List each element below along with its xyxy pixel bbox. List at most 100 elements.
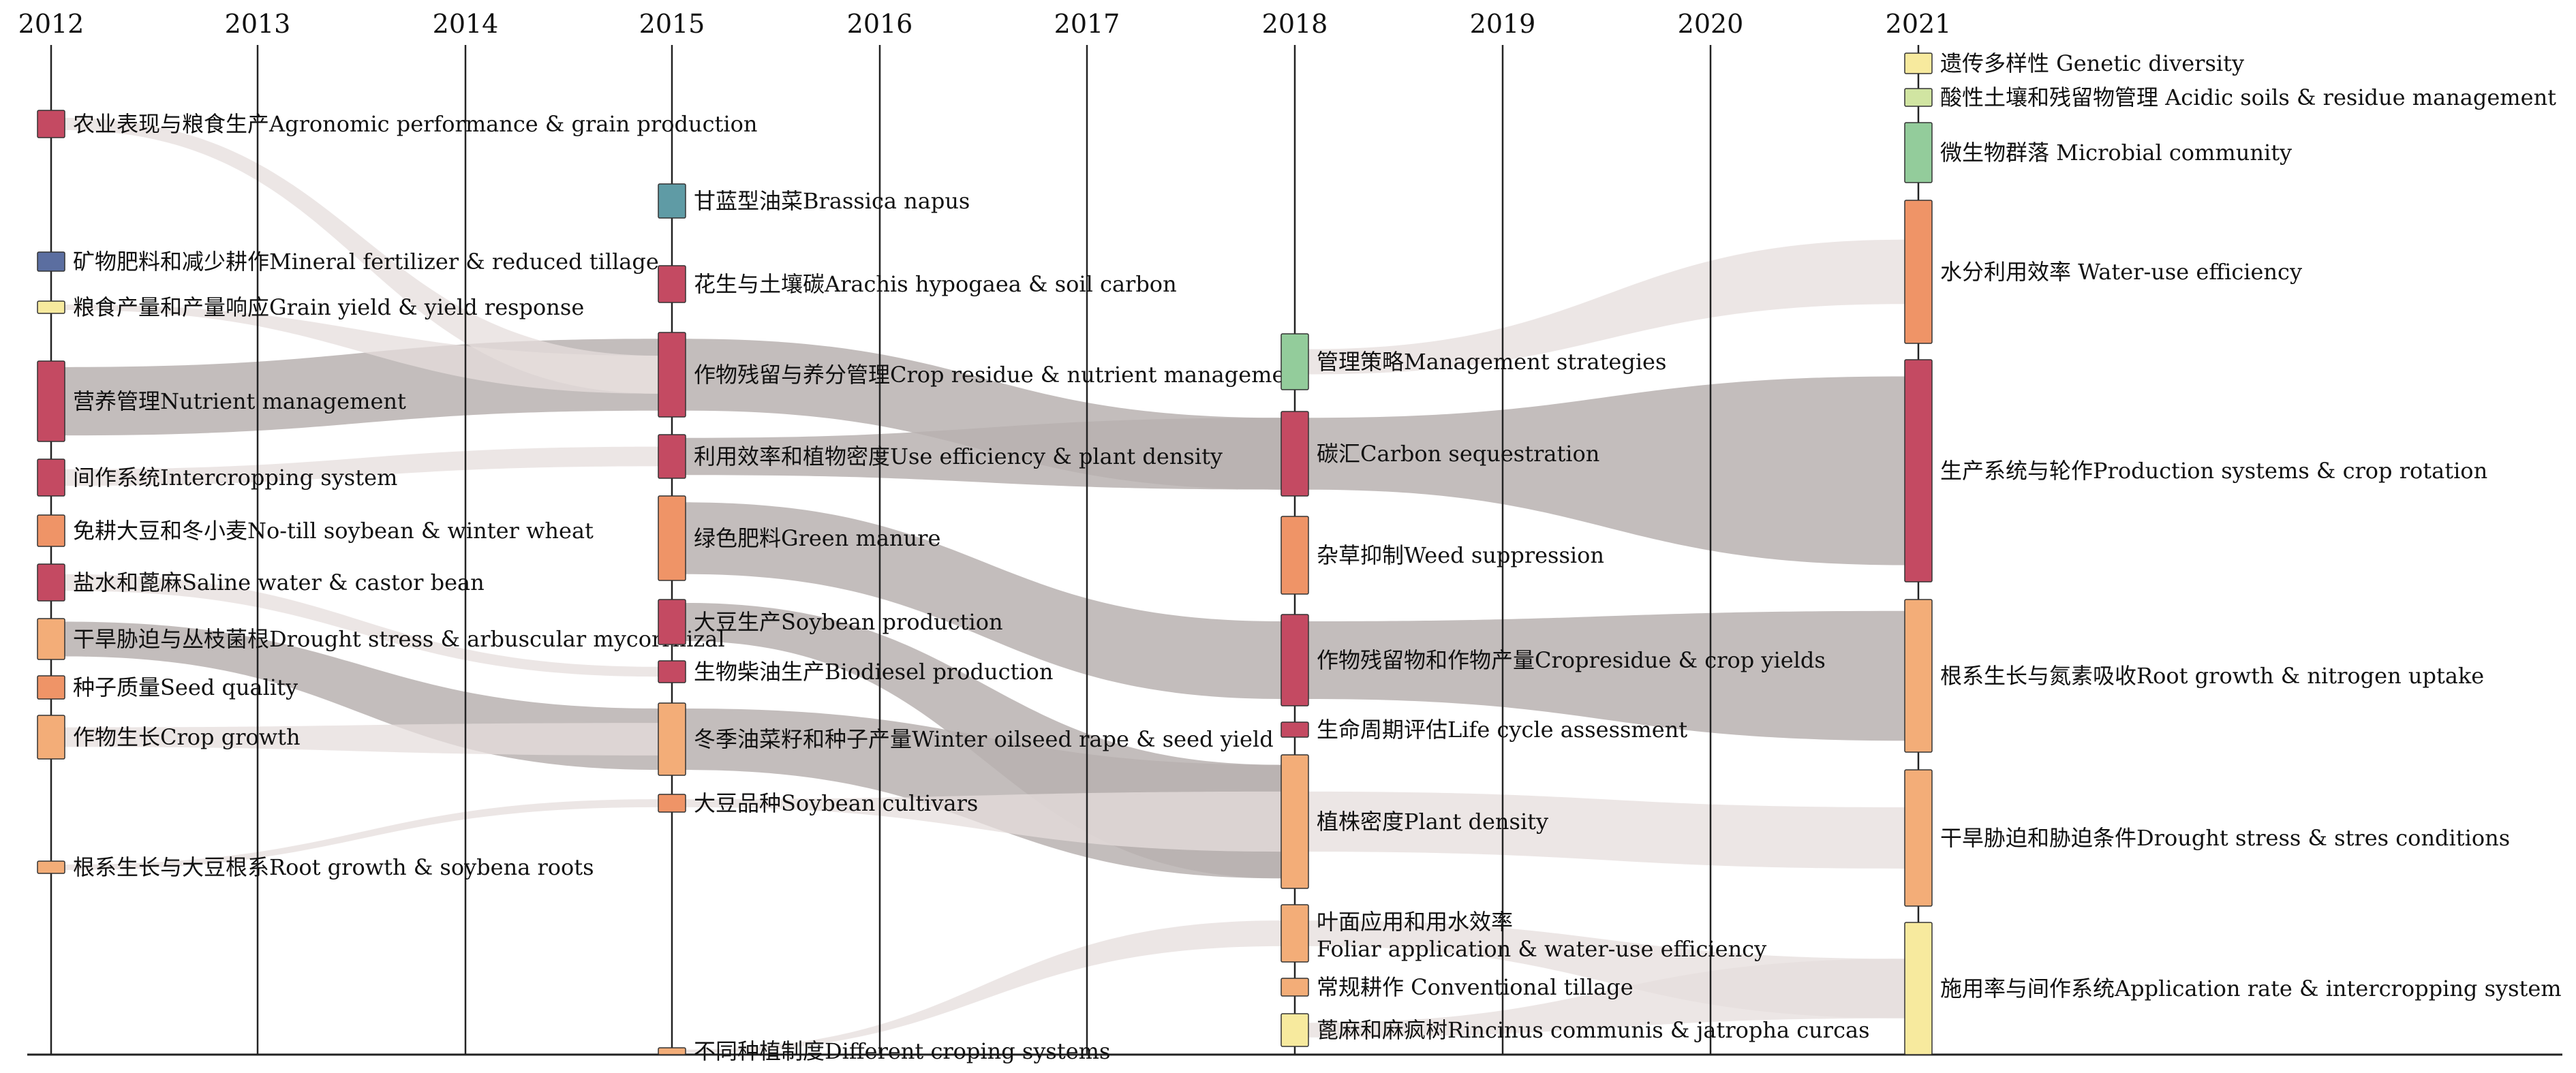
flow-agro-to-residue	[65, 118, 658, 394]
node-label-line2: Foliar application & water-use efficienc…	[1317, 936, 1766, 962]
year-label-2017: 2017	[1054, 9, 1120, 39]
node-label: 干旱胁迫与丛枝菌根Drought stress & arbuscular myc…	[73, 626, 725, 652]
node-2012-saline: 盐水和蓖麻Saline water & castor bean	[37, 563, 485, 602]
node-bar	[658, 265, 686, 303]
node-bar	[1281, 721, 1309, 738]
node-bar	[1904, 88, 1933, 107]
node-bar	[37, 715, 65, 760]
year-label-2016: 2016	[847, 9, 913, 39]
node-label: 农业表现与粮食生产Agronomic performance & grain p…	[73, 111, 757, 137]
year-label-2015: 2015	[639, 9, 705, 39]
node-2021-genetic: 遗传多样性 Genetic diversity	[1904, 50, 2244, 76]
node-2015-efficiency: 利用效率和植物密度Use efficiency & plant density	[658, 434, 1223, 479]
node-label: 作物生长Crop growth	[73, 724, 301, 750]
node-2015-biodiesel: 生物柴油生产Biodiesel production	[658, 659, 1053, 685]
node-label: 花生与土壤碳Arachis hypogaea & soil carbon	[694, 271, 1177, 297]
node-bar	[1904, 122, 1933, 183]
node-2015-arachis: 花生与土壤碳Arachis hypogaea & soil carbon	[658, 265, 1177, 303]
flow-cultivars-to-density	[686, 791, 1281, 852]
node-2012-seed: 种子质量Seed quality	[37, 674, 298, 700]
node-label: 盐水和蓖麻Saline water & castor bean	[73, 570, 485, 595]
node-2015-cropping: 不同种植制度Different croping systems	[658, 1038, 1110, 1064]
node-label: 蓖麻和麻疯树Rincinus communis & jatropha curca…	[1317, 1017, 1870, 1043]
node-bar	[1904, 52, 1933, 74]
node-label: 甘蓝型油菜Brassica napus	[694, 188, 970, 214]
node-bar	[1281, 978, 1309, 997]
year-label-2019: 2019	[1470, 9, 1536, 39]
node-2012-roots: 根系生长与大豆根系Root growth & soybena roots	[37, 854, 594, 880]
node-2012-cropgrowth: 作物生长Crop growth	[37, 715, 301, 760]
node-label: 水分利用效率 Water-use efficiency	[1940, 259, 2302, 285]
node-bar	[1281, 754, 1309, 889]
node-label: 矿物肥料和减少耕作Mineral fertilizer & reduced ti…	[73, 249, 659, 275]
node-bar	[658, 660, 686, 683]
node-label: 不同种植制度Different croping systems	[694, 1038, 1110, 1064]
node-bar	[37, 458, 65, 497]
year-label-2018: 2018	[1262, 9, 1328, 39]
node-2018-density: 植株密度Plant density	[1281, 754, 1548, 889]
node-label: 绿色肥料Green manure	[694, 525, 940, 551]
node-label: 大豆生产Soybean production	[694, 609, 1003, 635]
node-2015-soyprod: 大豆生产Soybean production	[658, 599, 1003, 645]
node-bar	[658, 332, 686, 418]
node-label: 作物残留物和作物产量Cropresidue & crop yields	[1317, 647, 1826, 673]
node-2012-notill: 免耕大豆和冬小麦No-till soybean & winter wheat	[37, 514, 594, 547]
nodes-layer: 农业表现与粮食生产Agronomic performance & grain p…	[37, 50, 2562, 1064]
node-2012-agro: 农业表现与粮食生产Agronomic performance & grain p…	[37, 110, 757, 138]
node-label: 植株密度Plant density	[1317, 809, 1548, 835]
node-label: 作物残留与养分管理Crop residue & nutrient managem…	[694, 362, 1308, 388]
node-bar	[1904, 599, 1933, 753]
node-2021-rootn: 根系生长与氮素吸收Root growth & nitrogen uptake	[1904, 599, 2484, 753]
flow-roots-to-cultivars	[65, 799, 658, 871]
node-2021-apprate: 施用率与间作系统Application rate & intercropping…	[1904, 922, 2562, 1055]
flow-mgmt-to-water	[1308, 239, 1905, 375]
node-2018-ricinus: 蓖麻和麻疯树Rincinus communis & jatropha curca…	[1281, 1013, 1870, 1047]
node-bar	[658, 702, 686, 776]
year-label-2021: 2021	[1886, 9, 1952, 39]
year-label-2020: 2020	[1678, 9, 1744, 39]
node-bar	[1281, 1013, 1309, 1047]
node-2015-oilseed: 冬季油菜籽和种子产量Winter oilseed rape & seed yie…	[658, 702, 1274, 776]
node-label: 营养管理Nutrient management	[73, 388, 406, 414]
flow-efficiency-to-carbon	[686, 418, 1281, 490]
node-label: 干旱胁迫和胁迫条件Drought stress & stres conditio…	[1940, 825, 2510, 851]
node-2018-conv: 常规耕作 Conventional tillage	[1281, 974, 1634, 1000]
node-bar	[37, 360, 65, 442]
flow-density-to-drought	[1308, 791, 1905, 869]
node-label: 酸性土壤和残留物管理 Acidic soils & residue manage…	[1940, 84, 2556, 110]
node-label: 生命周期评估Life cycle assessment	[1317, 717, 1687, 743]
node-label: 冬季油菜籽和种子产量Winter oilseed rape & seed yie…	[694, 726, 1274, 752]
flows-layer	[65, 118, 1905, 1053]
node-2012-grain: 粮食产量和产量响应Grain yield & yield response	[37, 294, 584, 320]
node-label: 遗传多样性 Genetic diversity	[1940, 50, 2244, 76]
node-label: 根系生长与大豆根系Root growth & soybena roots	[73, 854, 594, 880]
node-bar	[37, 251, 65, 272]
year-label-2012: 2012	[18, 9, 85, 39]
flow-cropping-to-foliar	[686, 920, 1281, 1053]
node-2012-drought: 干旱胁迫与丛枝菌根Drought stress & arbuscular myc…	[37, 618, 725, 660]
node-2021-drought: 干旱胁迫和胁迫条件Drought stress & stres conditio…	[1904, 769, 2510, 907]
node-2012-mineral: 矿物肥料和减少耕作Mineral fertilizer & reduced ti…	[37, 249, 659, 275]
node-2015-green: 绿色肥料Green manure	[658, 495, 940, 581]
node-2018-weed: 杂草抑制Weed suppression	[1281, 516, 1604, 595]
node-2018-cropres: 作物残留物和作物产量Cropresidue & crop yields	[1281, 614, 1826, 706]
node-bar	[37, 110, 65, 138]
node-label: 间作系统Intercropping system	[73, 465, 397, 491]
flow-green-to-cropres	[686, 502, 1281, 699]
node-label: 施用率与间作系统Application rate & intercropping…	[1940, 976, 2562, 1001]
node-label: 生产系统与轮作Production systems & crop rotatio…	[1940, 458, 2487, 484]
flow-saline-to-biodiesel	[65, 574, 658, 677]
node-2021-acidic: 酸性土壤和残留物管理 Acidic soils & residue manage…	[1904, 84, 2556, 110]
node-bar	[37, 860, 65, 874]
node-2021-production: 生产系统与轮作Production systems & crop rotatio…	[1904, 359, 2487, 582]
node-2021-microbial: 微生物群落 Microbial community	[1904, 122, 2292, 183]
node-bar	[658, 794, 686, 813]
node-bar	[1281, 904, 1309, 963]
node-bar	[37, 300, 65, 314]
node-label: 管理策略Management strategies	[1317, 349, 1666, 375]
timeline-axis: 2012 2013 2014 2015 2016 2017 2018 2019 2020 2021	[18, 9, 2562, 1056]
node-2015-brassica: 甘蓝型油菜Brassica napus	[658, 183, 970, 219]
